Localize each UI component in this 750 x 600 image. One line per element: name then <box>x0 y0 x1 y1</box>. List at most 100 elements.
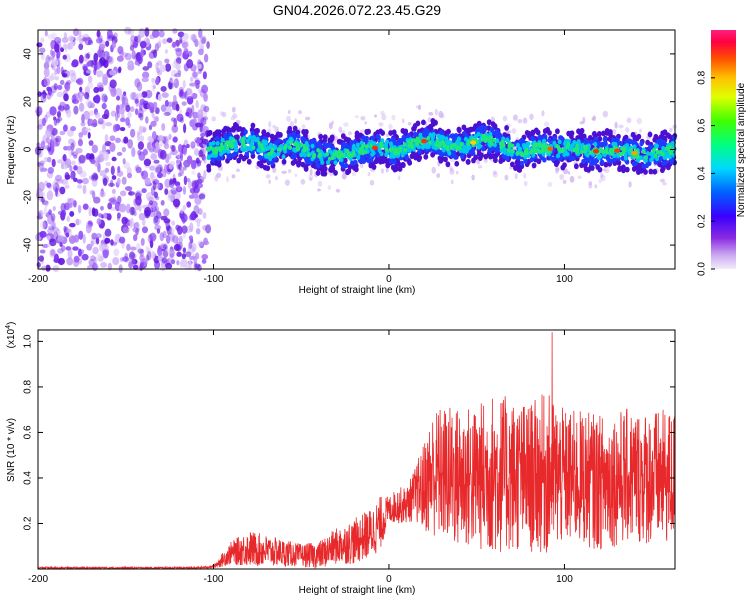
noise-blob <box>129 128 136 138</box>
spectrogram-x-tick-label: -100 <box>203 274 223 285</box>
noise-blob <box>62 103 70 111</box>
noise-blob <box>189 187 196 194</box>
colorbar-label: Normalized spectral amplitude <box>736 82 747 217</box>
signal-blob <box>376 134 381 141</box>
signal-blob <box>669 150 673 155</box>
signal-blob <box>347 153 351 158</box>
noise-blob <box>100 205 104 211</box>
signal-halo <box>289 120 295 128</box>
noise-blob <box>82 65 88 72</box>
signal-blob <box>552 135 557 142</box>
noise-blob <box>92 208 99 217</box>
signal-blob <box>417 148 422 155</box>
noise-blob <box>173 117 178 128</box>
noise-blob <box>159 64 166 73</box>
noise-blob <box>195 100 199 109</box>
noise-blob <box>170 69 178 78</box>
noise-blob <box>57 257 65 266</box>
signal-halo <box>483 158 488 163</box>
signal-blob <box>480 137 485 142</box>
noise-blob <box>188 255 196 261</box>
signal-blob <box>303 164 309 171</box>
signal-blob <box>537 134 543 140</box>
noise-blob <box>179 36 183 44</box>
noise-blob <box>196 160 202 167</box>
noise-blob <box>163 137 168 143</box>
signal-blob <box>445 144 450 150</box>
noise-blob <box>73 105 79 115</box>
noise-blob <box>191 243 197 252</box>
noise-blob <box>115 111 119 122</box>
signal-blob <box>625 143 630 148</box>
noise-blob <box>109 142 116 152</box>
signal-halo <box>287 169 292 174</box>
signal-halo <box>559 173 565 181</box>
noise-blob <box>186 95 194 105</box>
noise-blob <box>45 264 51 272</box>
signal-blob <box>477 138 482 144</box>
signal-blob <box>366 157 371 164</box>
signal-peak <box>614 148 621 153</box>
noise-blob <box>167 101 173 107</box>
signal-blob <box>519 160 524 166</box>
noise-blob <box>163 208 170 217</box>
signal-blob <box>584 139 590 145</box>
signal-blob <box>517 146 522 152</box>
noise-blob <box>82 184 87 195</box>
noise-blob <box>78 132 84 138</box>
noise-blob <box>159 232 165 242</box>
signal-blob <box>293 141 297 147</box>
signal-blob <box>624 166 630 173</box>
noise-blob <box>153 49 158 58</box>
noise-blob <box>202 116 209 121</box>
signal-blob <box>243 129 248 135</box>
signal-blob <box>613 141 618 147</box>
noise-blob <box>192 111 199 119</box>
noise-blob <box>88 140 94 146</box>
signal-blob <box>641 163 646 169</box>
signal-blob <box>369 143 373 148</box>
noise-blob <box>176 260 180 266</box>
noise-blob <box>189 76 194 83</box>
signal-blob <box>563 141 568 147</box>
noise-blob <box>197 109 204 118</box>
snr-y-tick-label: 0.8 <box>23 380 34 394</box>
noise-blob <box>57 159 63 164</box>
noise-blob <box>173 94 177 103</box>
noise-blob <box>203 155 207 164</box>
noise-blob <box>105 161 111 166</box>
noise-blob <box>202 138 209 145</box>
signal-blob <box>341 143 346 149</box>
noise-blob <box>69 222 76 228</box>
noise-blob <box>181 101 187 106</box>
noise-blob <box>169 77 173 84</box>
signal-blob <box>639 141 644 147</box>
noise-blob <box>39 160 45 166</box>
noise-blob <box>199 241 205 249</box>
signal-blob <box>265 165 271 172</box>
signal-halo <box>577 175 582 180</box>
noise-blob <box>154 206 160 213</box>
signal-blob <box>318 133 324 140</box>
noise-blob <box>112 124 118 133</box>
noise-blob <box>109 79 117 89</box>
noise-blob <box>123 97 129 106</box>
signal-blob <box>493 157 498 164</box>
signal-blob <box>481 133 486 139</box>
noise-blob <box>181 41 189 48</box>
signal-blob <box>391 137 397 143</box>
signal-blob <box>388 158 394 165</box>
noise-blob <box>71 61 78 68</box>
signal-blob <box>602 137 608 143</box>
noise-blob <box>49 106 57 116</box>
noise-blob <box>177 143 183 153</box>
signal-blob <box>392 159 397 165</box>
signal-blob <box>421 119 426 126</box>
noise-blob <box>175 63 181 71</box>
noise-blob <box>146 141 152 151</box>
signal-blob <box>654 143 659 149</box>
colorbar-tick-label: 0.2 <box>697 214 708 228</box>
noise-blob <box>38 255 44 262</box>
noise-blob <box>46 147 51 152</box>
noise-blob <box>179 168 184 177</box>
